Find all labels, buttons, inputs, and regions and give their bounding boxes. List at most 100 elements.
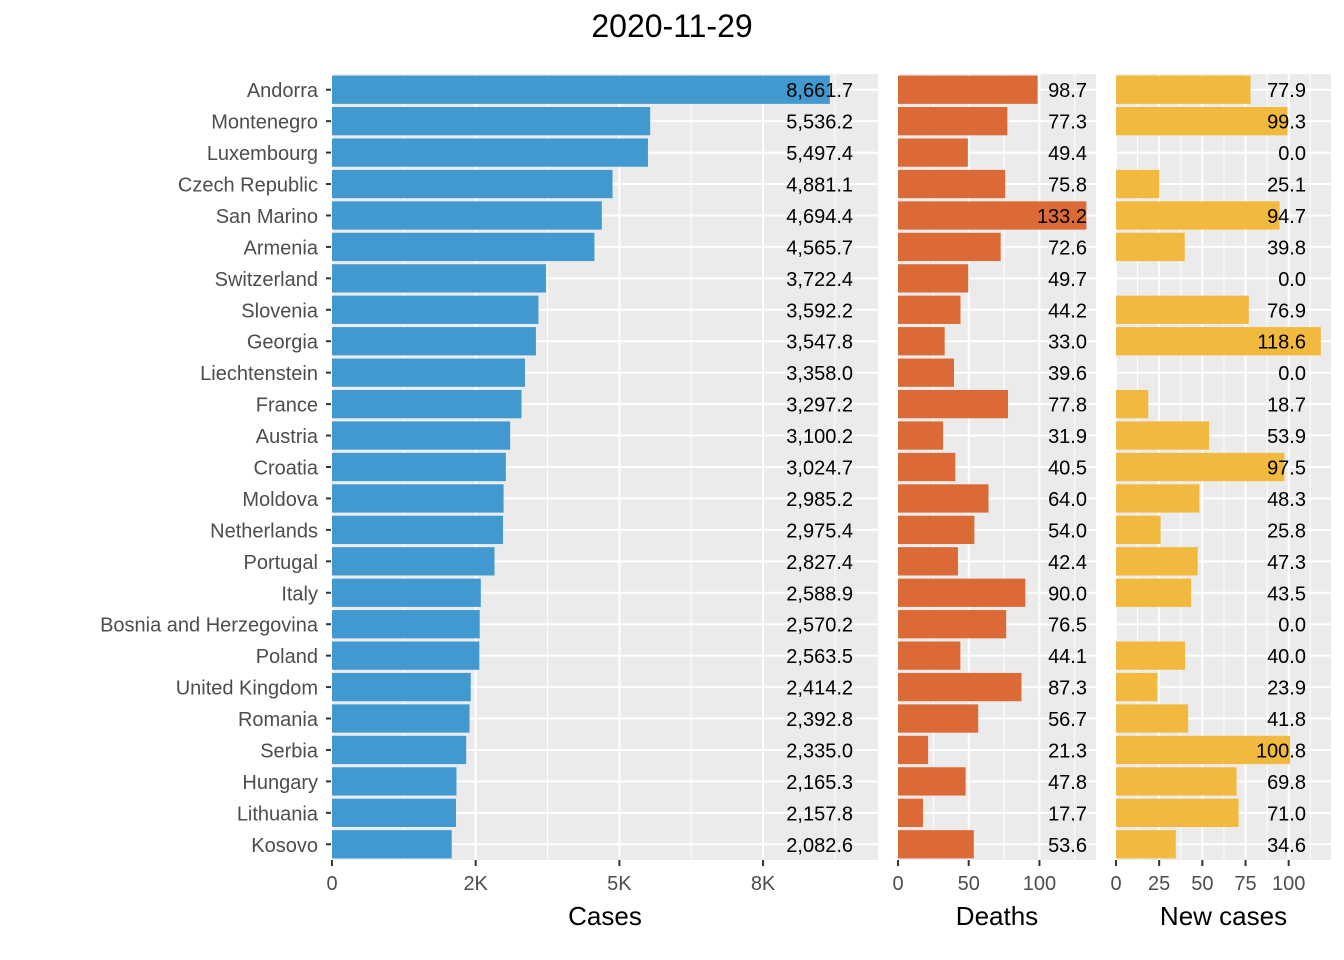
data-label-new-cases-italy: 43.5 [1267, 583, 1306, 605]
data-label-new-cases-romania: 41.8 [1267, 709, 1306, 731]
data-label-new-cases-san-marino: 94.7 [1267, 206, 1306, 228]
y-tick-label-switzerland: Switzerland [215, 269, 318, 291]
bar-deaths-slovenia [898, 295, 961, 324]
bar-new-cases-armenia [1116, 232, 1185, 262]
data-label-cases-italy: 2,588.9 [786, 583, 853, 605]
data-label-new-cases-moldova: 48.3 [1267, 489, 1306, 511]
data-label-new-cases-austria: 53.9 [1267, 426, 1306, 448]
bar-cases-montenegro [332, 107, 651, 136]
bar-deaths-france [898, 389, 1009, 419]
data-label-cases-france: 3,297.2 [786, 395, 853, 417]
bar-deaths-czech-republic [898, 169, 1006, 199]
y-tick-label-lithuania: Lithuania [237, 803, 319, 825]
y-tick-label-moldova: Moldova [242, 489, 318, 511]
data-label-deaths-georgia: 33.0 [1048, 332, 1087, 354]
data-label-deaths-poland: 44.1 [1048, 646, 1087, 668]
bar-new-cases-austria [1116, 421, 1210, 450]
data-label-new-cases-switzerland: 0.0 [1278, 269, 1306, 291]
data-label-deaths-armenia: 72.6 [1048, 237, 1087, 259]
data-label-cases-kosovo: 2,082.6 [786, 835, 853, 857]
data-label-cases-romania: 2,392.8 [786, 709, 853, 731]
bar-deaths-croatia [898, 452, 956, 482]
bar-cases-netherlands [332, 515, 504, 545]
bar-new-cases-san-marino [1116, 201, 1280, 230]
x-tick-label-cases: 8K [751, 873, 776, 895]
bar-deaths-portugal [898, 547, 958, 576]
y-tick-label-andorra: Andorra [247, 80, 319, 102]
bar-new-cases-croatia [1116, 452, 1285, 482]
data-label-cases-georgia: 3,547.8 [786, 332, 853, 354]
bar-new-cases-andorra [1116, 75, 1251, 104]
data-label-new-cases-netherlands: 25.8 [1267, 520, 1306, 542]
data-label-cases-serbia: 2,335.0 [786, 740, 853, 762]
bar-cases-kosovo [332, 830, 452, 859]
bar-deaths-austria [898, 421, 944, 450]
bar-cases-portugal [332, 547, 495, 576]
bar-new-cases-united-kingdom [1116, 672, 1158, 702]
y-tick-label-serbia: Serbia [260, 740, 319, 762]
data-label-cases-croatia: 3,024.7 [786, 458, 853, 480]
bar-deaths-armenia [898, 232, 1001, 262]
data-label-deaths-france: 77.8 [1048, 395, 1087, 417]
y-tick-label-georgia: Georgia [247, 332, 319, 354]
data-label-new-cases-hungary: 69.8 [1267, 772, 1306, 794]
bar-new-cases-moldova [1116, 484, 1200, 513]
data-label-deaths-slovenia: 44.2 [1048, 300, 1087, 322]
bar-cases-slovenia [332, 295, 539, 324]
bar-cases-armenia [332, 232, 595, 262]
bar-deaths-italy [898, 578, 1026, 607]
bar-deaths-moldova [898, 484, 989, 513]
bar-deaths-netherlands [898, 515, 975, 545]
chart-title: 2020-11-29 [591, 8, 753, 44]
bar-new-cases-lithuania [1116, 798, 1239, 827]
data-label-new-cases-georgia: 118.6 [1257, 332, 1306, 354]
data-label-deaths-united-kingdom: 87.3 [1048, 678, 1087, 700]
bar-new-cases-kosovo [1116, 830, 1176, 859]
bar-new-cases-netherlands [1116, 515, 1161, 545]
y-tick-label-united-kingdom: United Kingdom [176, 678, 318, 700]
data-label-cases-liechtenstein: 3,358.0 [786, 363, 853, 385]
bar-deaths-liechtenstein [898, 358, 955, 387]
bar-deaths-hungary [898, 767, 966, 796]
data-label-cases-slovenia: 3,592.2 [786, 300, 853, 322]
data-label-new-cases-united-kingdom: 23.9 [1267, 678, 1306, 700]
bar-cases-serbia [332, 735, 467, 765]
x-tick-label-deaths: 50 [958, 873, 980, 895]
bar-cases-georgia [332, 327, 536, 356]
bar-new-cases-romania [1116, 704, 1189, 733]
bar-new-cases-georgia [1116, 327, 1321, 356]
data-label-new-cases-liechtenstein: 0.0 [1278, 363, 1306, 385]
y-tick-label-czech-republic: Czech Republic [178, 175, 318, 197]
bar-cases-france [332, 389, 522, 419]
data-label-new-cases-andorra: 77.9 [1267, 80, 1306, 102]
y-tick-label-portugal: Portugal [244, 552, 319, 574]
x-axis-title-new-cases: New cases [1160, 901, 1287, 931]
data-label-cases-moldova: 2,985.2 [786, 489, 853, 511]
bar-new-cases-portugal [1116, 547, 1198, 576]
data-label-deaths-croatia: 40.5 [1048, 458, 1087, 480]
bar-cases-lithuania [332, 798, 457, 827]
data-label-deaths-montenegro: 77.3 [1048, 112, 1087, 134]
data-label-new-cases-czech-republic: 25.1 [1267, 175, 1306, 197]
bar-deaths-san-marino [898, 201, 1087, 230]
bar-cases-switzerland [332, 264, 546, 293]
y-tick-label-romania: Romania [238, 709, 319, 731]
data-label-new-cases-slovenia: 76.9 [1267, 300, 1306, 322]
data-label-new-cases-portugal: 47.3 [1267, 552, 1306, 574]
bar-new-cases-france [1116, 389, 1149, 419]
data-label-cases-portugal: 2,827.4 [786, 552, 853, 574]
data-label-deaths-moldova: 64.0 [1048, 489, 1087, 511]
x-tick-label-new-cases: 75 [1234, 873, 1256, 895]
bar-new-cases-montenegro [1116, 107, 1288, 136]
y-tick-label-austria: Austria [256, 426, 319, 448]
data-label-new-cases-armenia: 39.8 [1267, 237, 1306, 259]
bar-cases-poland [332, 641, 480, 670]
bar-deaths-romania [898, 704, 979, 733]
data-label-deaths-austria: 31.9 [1048, 426, 1087, 448]
y-tick-label-italy: Italy [281, 583, 318, 605]
y-tick-label-hungary: Hungary [242, 772, 318, 794]
x-tick-label-cases: 5K [607, 873, 632, 895]
x-tick-label-deaths: 100 [1023, 873, 1056, 895]
y-tick-label-croatia: Croatia [254, 458, 319, 480]
data-label-cases-switzerland: 3,722.4 [786, 269, 853, 291]
